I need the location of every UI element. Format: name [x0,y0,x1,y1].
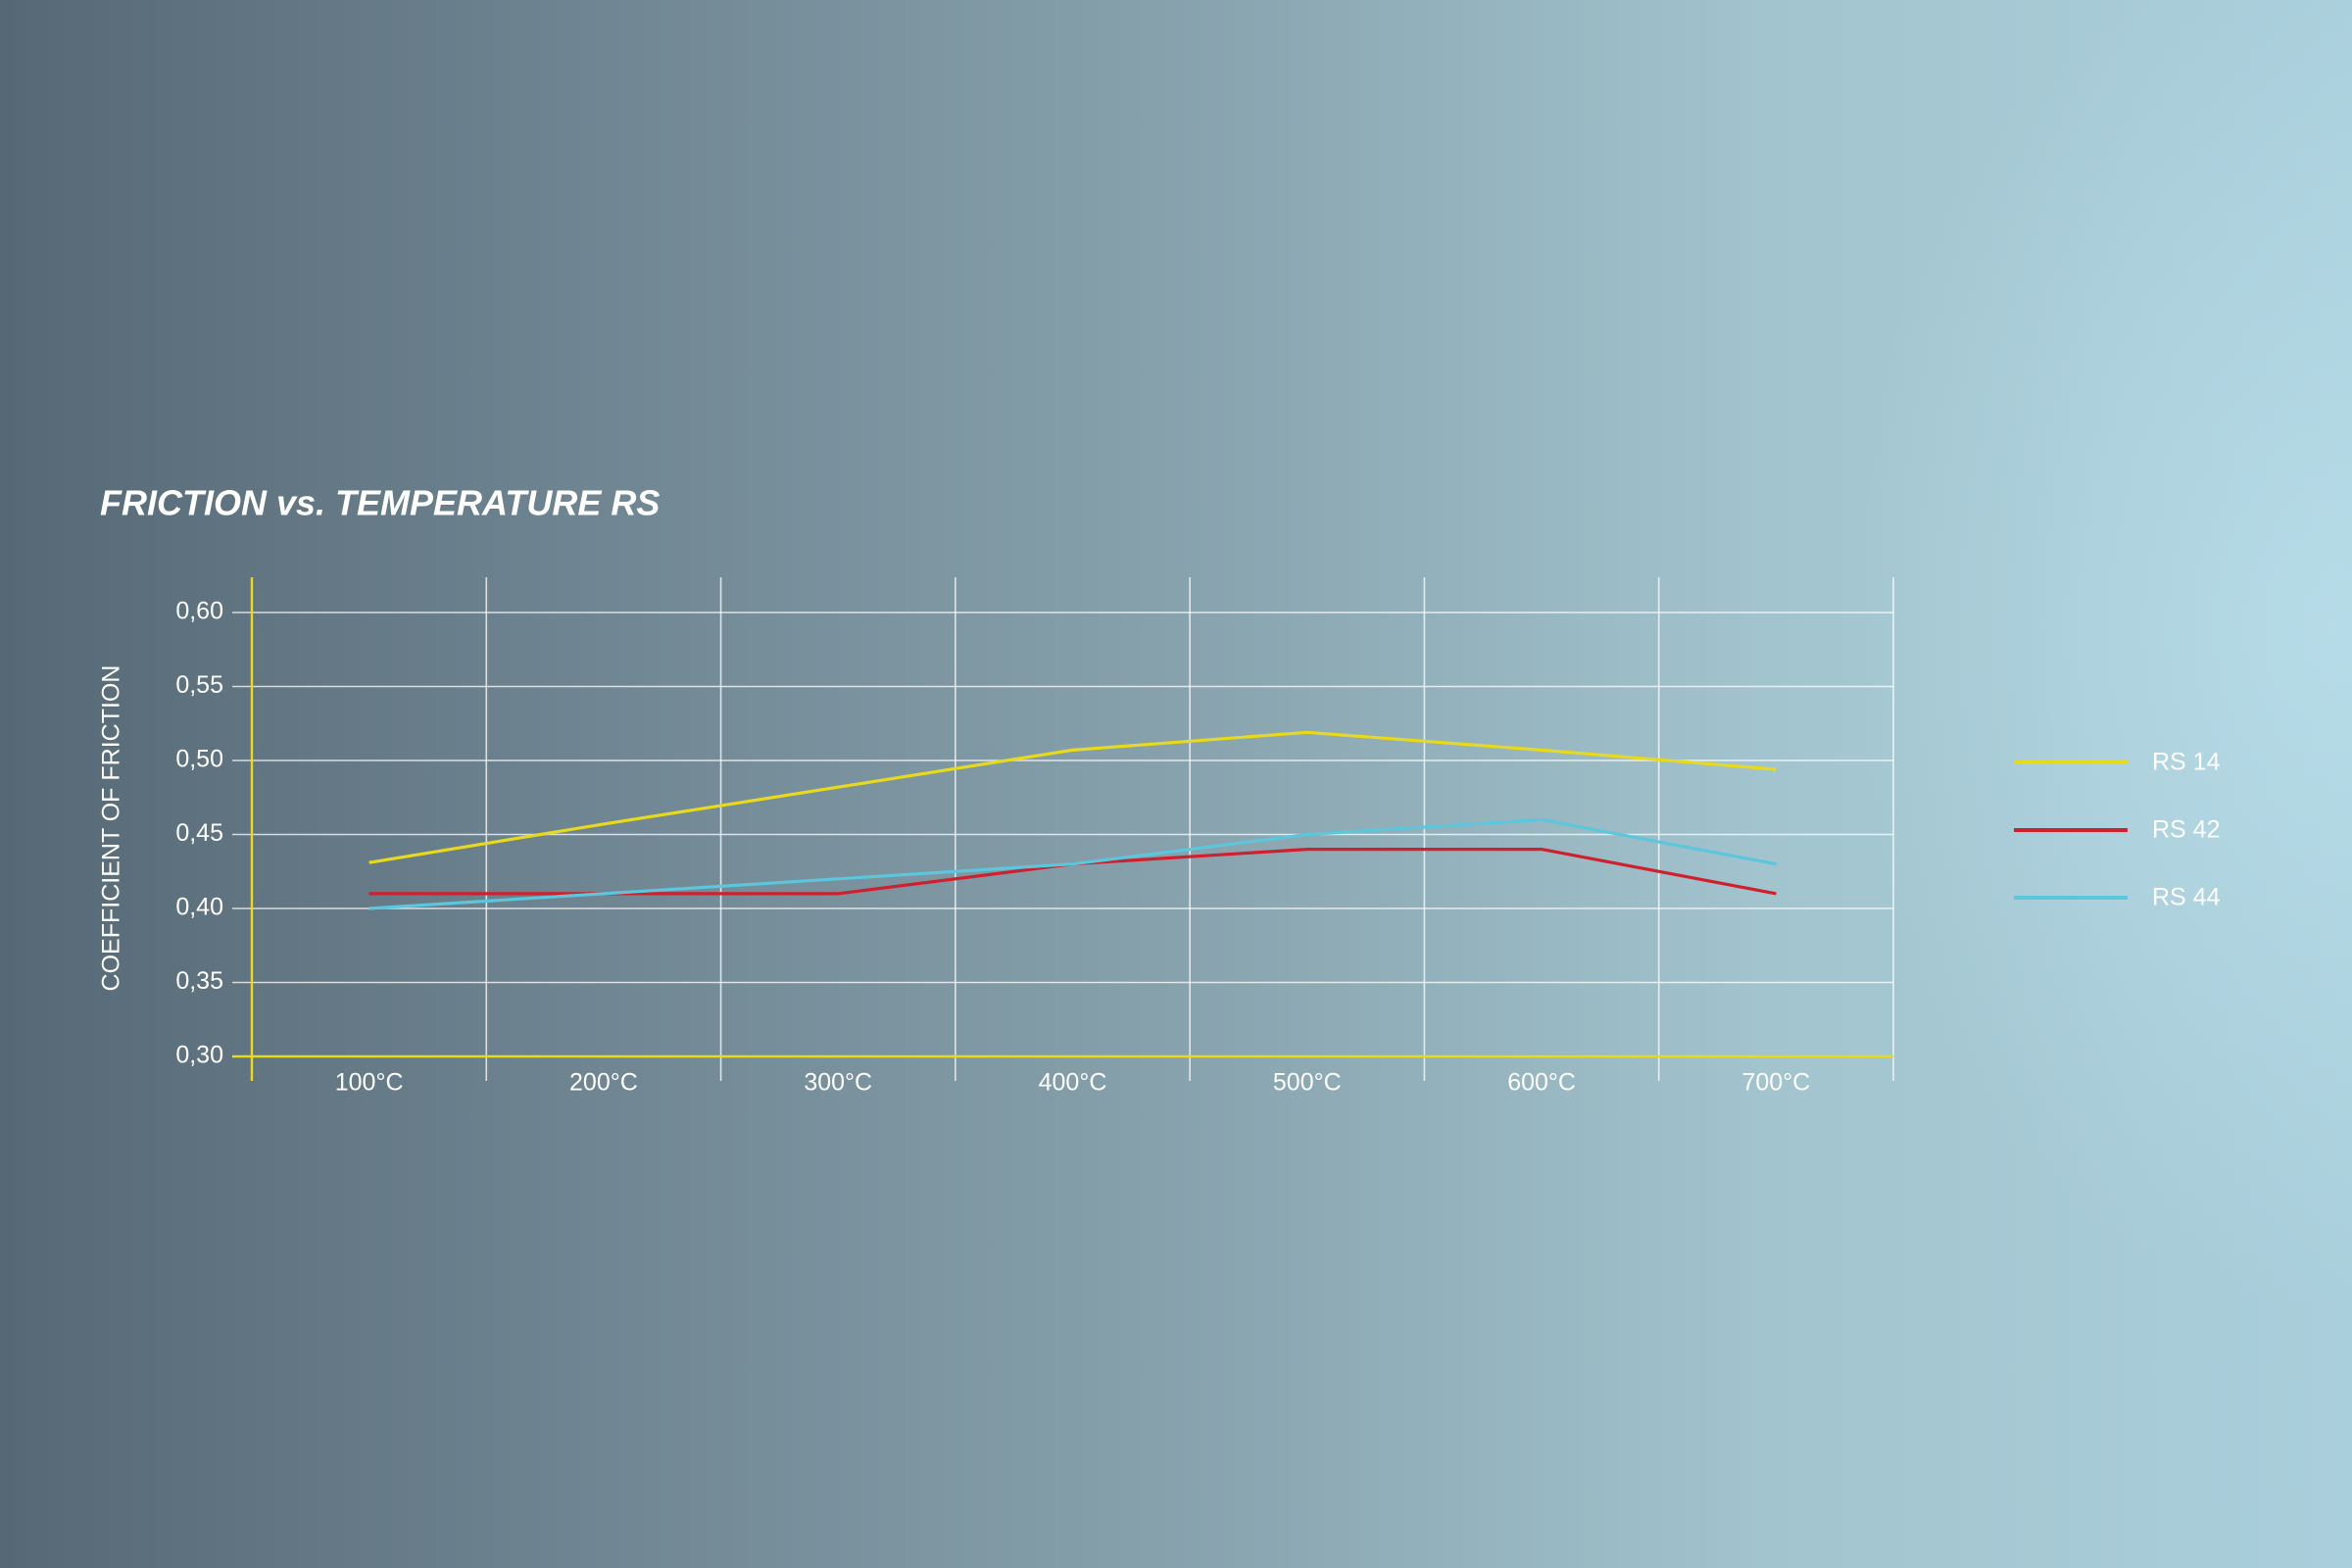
y-tick-label: 0,35 [175,967,223,995]
y-tick-label: 0,45 [175,819,223,847]
chart-title: FRICTION vs. TEMPERATURE RS [100,483,660,523]
y-tick-label: 0,55 [175,671,223,699]
legend-label: RS 44 [2152,884,2221,911]
x-tick-label: 300°C [804,1069,872,1097]
x-tick-label: 600°C [1507,1069,1576,1097]
x-tick-label: 500°C [1273,1069,1342,1097]
y-axis-label: COEFFICIENT OF FRICTION [98,665,125,992]
legend-label: RS 42 [2152,816,2220,844]
series-line [368,817,1777,910]
x-tick-label: 200°C [569,1069,638,1097]
series-line [368,730,1777,864]
y-tick-label: 0,40 [175,894,223,921]
x-tick-label: 100°C [335,1069,404,1097]
x-tick-label: 700°C [1741,1069,1810,1097]
y-tick-label: 0,50 [175,746,223,773]
y-tick-label: 0,30 [175,1042,223,1069]
series-line [368,848,1777,896]
legend-label: RS 14 [2152,749,2221,776]
x-tick-label: 400°C [1039,1069,1107,1097]
y-tick-label: 0,60 [175,598,223,625]
